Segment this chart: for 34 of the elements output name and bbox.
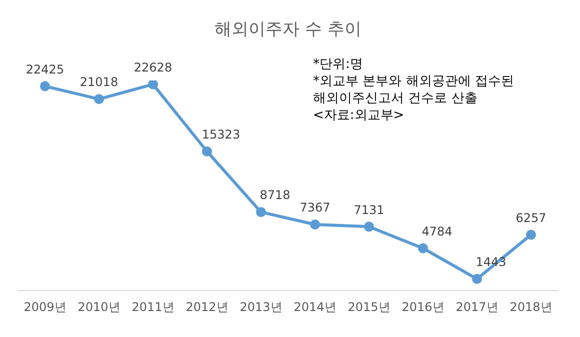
data-label: 15323 [202, 128, 240, 142]
point [418, 243, 428, 254]
x-tick-label: 2015년 [348, 300, 390, 314]
x-tick-label: 2016년 [402, 300, 444, 314]
annotation: 해외이주신고서 건수로 산출 [313, 90, 478, 106]
text: *단위:명 [313, 56, 363, 72]
point [202, 146, 212, 156]
point [148, 80, 158, 90]
x-tick-label: 2017년 [456, 300, 498, 314]
point [94, 94, 104, 104]
x-tick-label: 2012년 [186, 300, 228, 314]
data-label: 7367 [300, 200, 330, 215]
data-label: 22425 [26, 62, 64, 76]
data-label: 22628 [134, 60, 172, 74]
x-tick-label: 2010년 [78, 300, 120, 314]
data-label: 8718 [260, 188, 290, 202]
point [472, 274, 482, 284]
annotation: *외교부 본부와 해외공관에 접수된 [313, 74, 514, 89]
x-tick-label: 2009년 [24, 300, 66, 314]
point [364, 222, 374, 232]
point [310, 220, 320, 230]
point [526, 230, 536, 240]
point [40, 81, 50, 92]
point [256, 207, 266, 218]
data-label: 21018 [80, 75, 118, 90]
data-label: 4784 [422, 224, 452, 238]
data-label: 6257 [516, 210, 546, 225]
chart-title: 해외이주자 수 추이 [214, 20, 362, 40]
data-label: 7131 [354, 202, 384, 217]
x-tick-label: 2013년 [240, 300, 282, 314]
x-tick-label: 2011년 [132, 300, 174, 314]
x-tick-label: 2018년 [510, 300, 552, 314]
x-tick-label: 2014년 [294, 300, 336, 314]
annotation: <자료:외교부> [313, 108, 404, 123]
